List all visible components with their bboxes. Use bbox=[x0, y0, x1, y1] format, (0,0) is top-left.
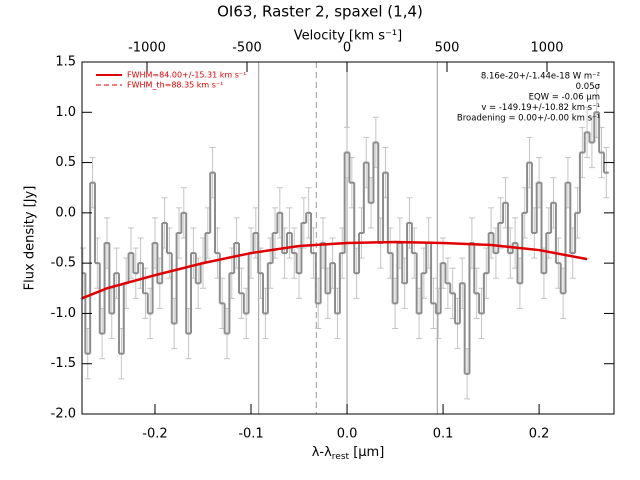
x-tick-label: 0.0 bbox=[337, 427, 358, 442]
annotation: 8.16e-20+/-1.44e-18 W m⁻² bbox=[481, 72, 600, 82]
y-tick-label: 0.5 bbox=[55, 155, 76, 170]
y-tick-label: 1.5 bbox=[55, 55, 76, 70]
x2-tick-label: 1000 bbox=[530, 41, 563, 56]
y-axis-label: Flux density [Jy] bbox=[23, 186, 38, 291]
chart-title: OI63, Raster 2, spaxel (1,4) bbox=[217, 3, 423, 21]
x-tick-label: 0.2 bbox=[529, 427, 550, 442]
x-tick-label: -0.1 bbox=[238, 427, 263, 442]
plot-frame bbox=[81, 61, 615, 415]
x2-axis-label: Velocity [km s⁻¹] bbox=[294, 29, 402, 44]
y-tick-label: -2.0 bbox=[51, 407, 76, 422]
fit-line bbox=[81, 240, 588, 300]
x-tick-label: 0.1 bbox=[433, 427, 454, 442]
x-axis-label-main: λ-λ bbox=[312, 445, 332, 460]
x2-tick-label: -500 bbox=[232, 41, 262, 56]
y-tick-label: -1.5 bbox=[51, 356, 76, 371]
y-tick-label: 0.0 bbox=[55, 205, 76, 220]
x2-tick-label: 500 bbox=[435, 41, 460, 56]
annotation: Broadening = 0.00+/-0.00 km s⁻¹ bbox=[457, 114, 600, 124]
legend-label: FWHM_th=88.35 km s⁻¹ bbox=[127, 81, 223, 90]
x-axis-label: λ-λrest [μm] bbox=[312, 445, 385, 462]
x-axis-label-unit: [μm] bbox=[349, 445, 384, 460]
y-tick-label: 1.0 bbox=[55, 105, 76, 120]
legend-label: FWHM=84.00+/-15.31 km s⁻¹ bbox=[127, 71, 246, 80]
x-tick-label: -0.2 bbox=[142, 427, 167, 442]
annotation: EQW = -0.06 μm bbox=[529, 93, 600, 103]
y-tick-label: -0.5 bbox=[51, 256, 76, 271]
x2-tick-label: 0 bbox=[343, 41, 351, 56]
annotation: v = -149.19+/-10.82 km s⁻¹ bbox=[481, 103, 600, 113]
annotation: 0.05σ bbox=[576, 82, 601, 92]
x2-tick-label: -1000 bbox=[128, 41, 166, 56]
y-tick-label: -1.0 bbox=[51, 306, 76, 321]
x-axis-label-sub: rest bbox=[332, 452, 350, 462]
